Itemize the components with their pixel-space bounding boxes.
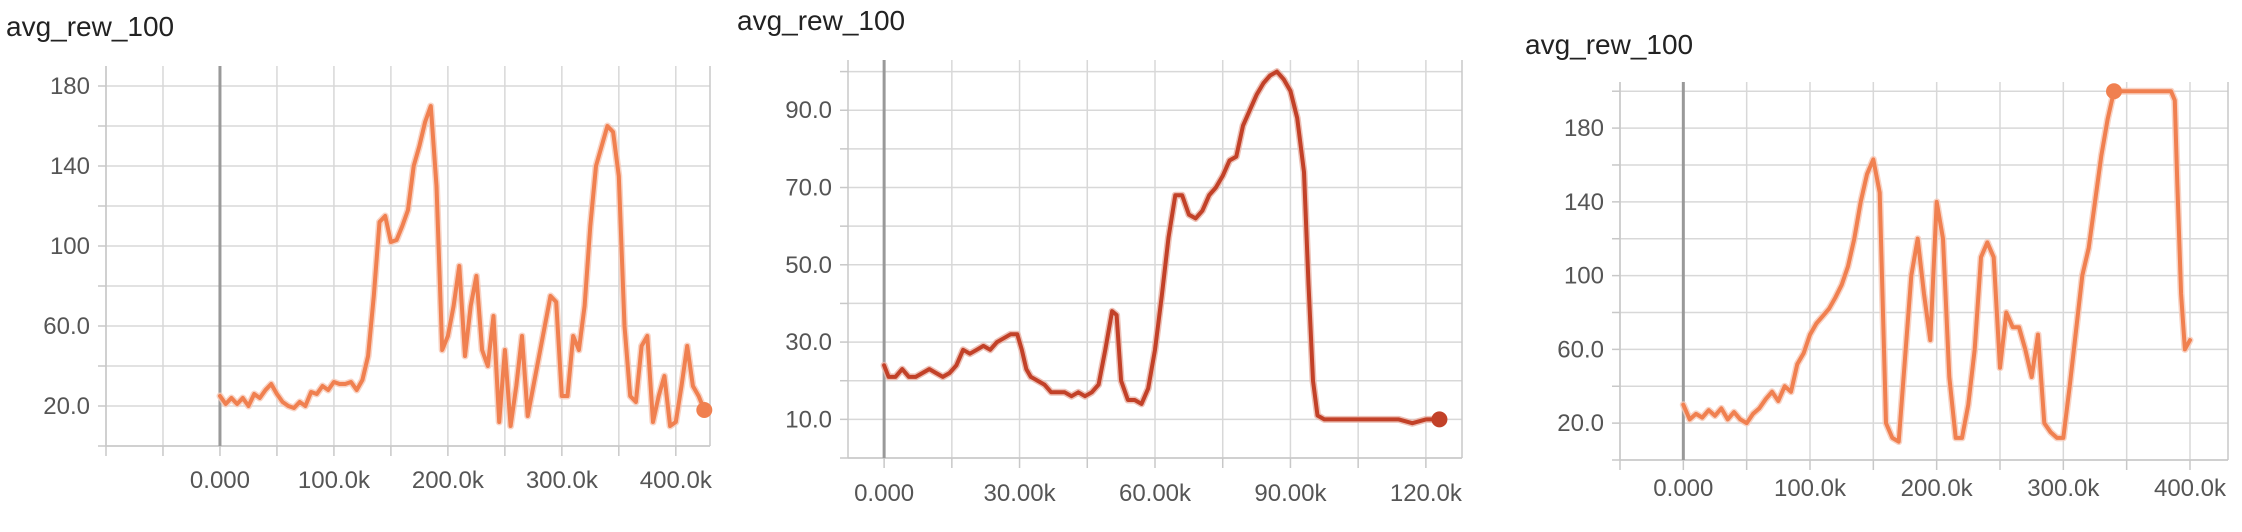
chart-panel-2: avg_rew_100 10.0 30.0 50.0 70.0 90.0 0.000 30.…: [737, 5, 1463, 507]
series-end-marker[interactable]: [1431, 411, 1448, 428]
chart-plot: 10.0 30.0 50.0 70.0 90.0 0.000 30.00k 60.00k 90.…: [785, 60, 1463, 507]
y-tick-label: 180: [1564, 115, 1604, 142]
y-tick-label: 60.0: [1557, 336, 1604, 363]
x-tick-label: 200.0k: [412, 467, 485, 494]
y-tick-label: 50.0: [785, 252, 832, 279]
x-tick-label: 300.0k: [526, 467, 599, 494]
chart-plot: 20.0 60.0 100 140 180 0.000 100.0k 200.0k 300.0k…: [43, 66, 713, 494]
chart-title: avg_rew_100: [1525, 29, 1693, 60]
y-tick-label: 140: [1564, 189, 1604, 216]
series-line-raw: [216, 102, 708, 430]
y-tick-label: 20.0: [1557, 410, 1604, 437]
x-tick-label: 0.000: [854, 480, 914, 507]
chart-title: avg_rew_100: [6, 11, 174, 42]
series-line: [218, 104, 707, 428]
series-line: [882, 69, 1442, 426]
y-tick-label: 10.0: [785, 406, 832, 433]
x-tick-label: 60.00k: [1119, 480, 1192, 507]
y-tick-label: 180: [50, 73, 90, 100]
y-tick-label: 100: [50, 233, 90, 260]
x-tick-label: 0.000: [1653, 475, 1713, 502]
x-tick-label: 30.00k: [984, 480, 1057, 507]
x-tick-label: 0.000: [190, 467, 250, 494]
series-line: [1681, 89, 2192, 444]
y-tick-label: 90.0: [785, 97, 832, 124]
series-line-raw: [880, 68, 1443, 427]
y-tick-label: 100: [1564, 263, 1604, 290]
y-tick-label: 30.0: [785, 329, 832, 356]
series-end-marker[interactable]: [696, 402, 713, 418]
chart-panel-1: avg_rew_100 20.0 60.0 100 140 180 0.000 100.0k…: [6, 11, 713, 494]
x-tick-label: 200.0k: [1901, 475, 1974, 502]
x-tick-label: 100.0k: [1774, 475, 1847, 502]
chart-title: avg_rew_100: [737, 5, 905, 36]
x-tick-label: 300.0k: [2027, 475, 2100, 502]
x-tick-label: 120.0k: [1390, 480, 1463, 507]
series-end-marker[interactable]: [2106, 83, 2122, 100]
y-tick-label: 140: [50, 153, 90, 180]
chart-panel-3: avg_rew_100 20.0 60.0 100 140 180 0.000 100.0k…: [1525, 29, 2229, 502]
x-tick-label: 90.00k: [1254, 480, 1327, 507]
x-tick-label: 400.0k: [640, 467, 713, 494]
y-tick-label: 70.0: [785, 175, 832, 202]
y-tick-label: 60.0: [43, 313, 90, 340]
x-tick-label: 100.0k: [298, 467, 371, 494]
chart-plot: 20.0 60.0 100 140 180 0.000 100.0k 200.0k 300.0k…: [1557, 82, 2229, 502]
y-tick-label: 20.0: [43, 393, 90, 420]
x-tick-label: 400.0k: [2154, 475, 2227, 502]
